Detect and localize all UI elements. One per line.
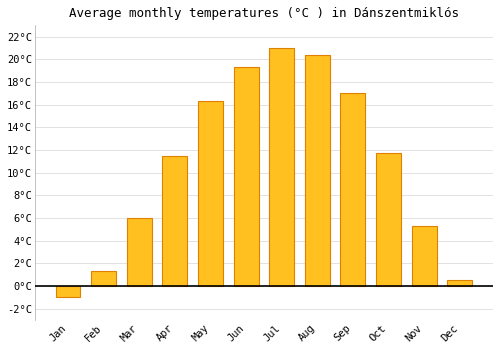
- Bar: [305, 55, 330, 286]
- Bar: [448, 280, 472, 286]
- Bar: [412, 226, 436, 286]
- Bar: [127, 218, 152, 286]
- Bar: [91, 271, 116, 286]
- Title: Average monthly temperatures (°C ) in Dánszentmiklós: Average monthly temperatures (°C ) in Dá…: [69, 7, 459, 20]
- Bar: [234, 67, 258, 286]
- Bar: [56, 286, 80, 297]
- Bar: [376, 153, 401, 286]
- Bar: [198, 101, 223, 286]
- Bar: [269, 48, 294, 286]
- Bar: [340, 93, 365, 286]
- Bar: [162, 156, 188, 286]
